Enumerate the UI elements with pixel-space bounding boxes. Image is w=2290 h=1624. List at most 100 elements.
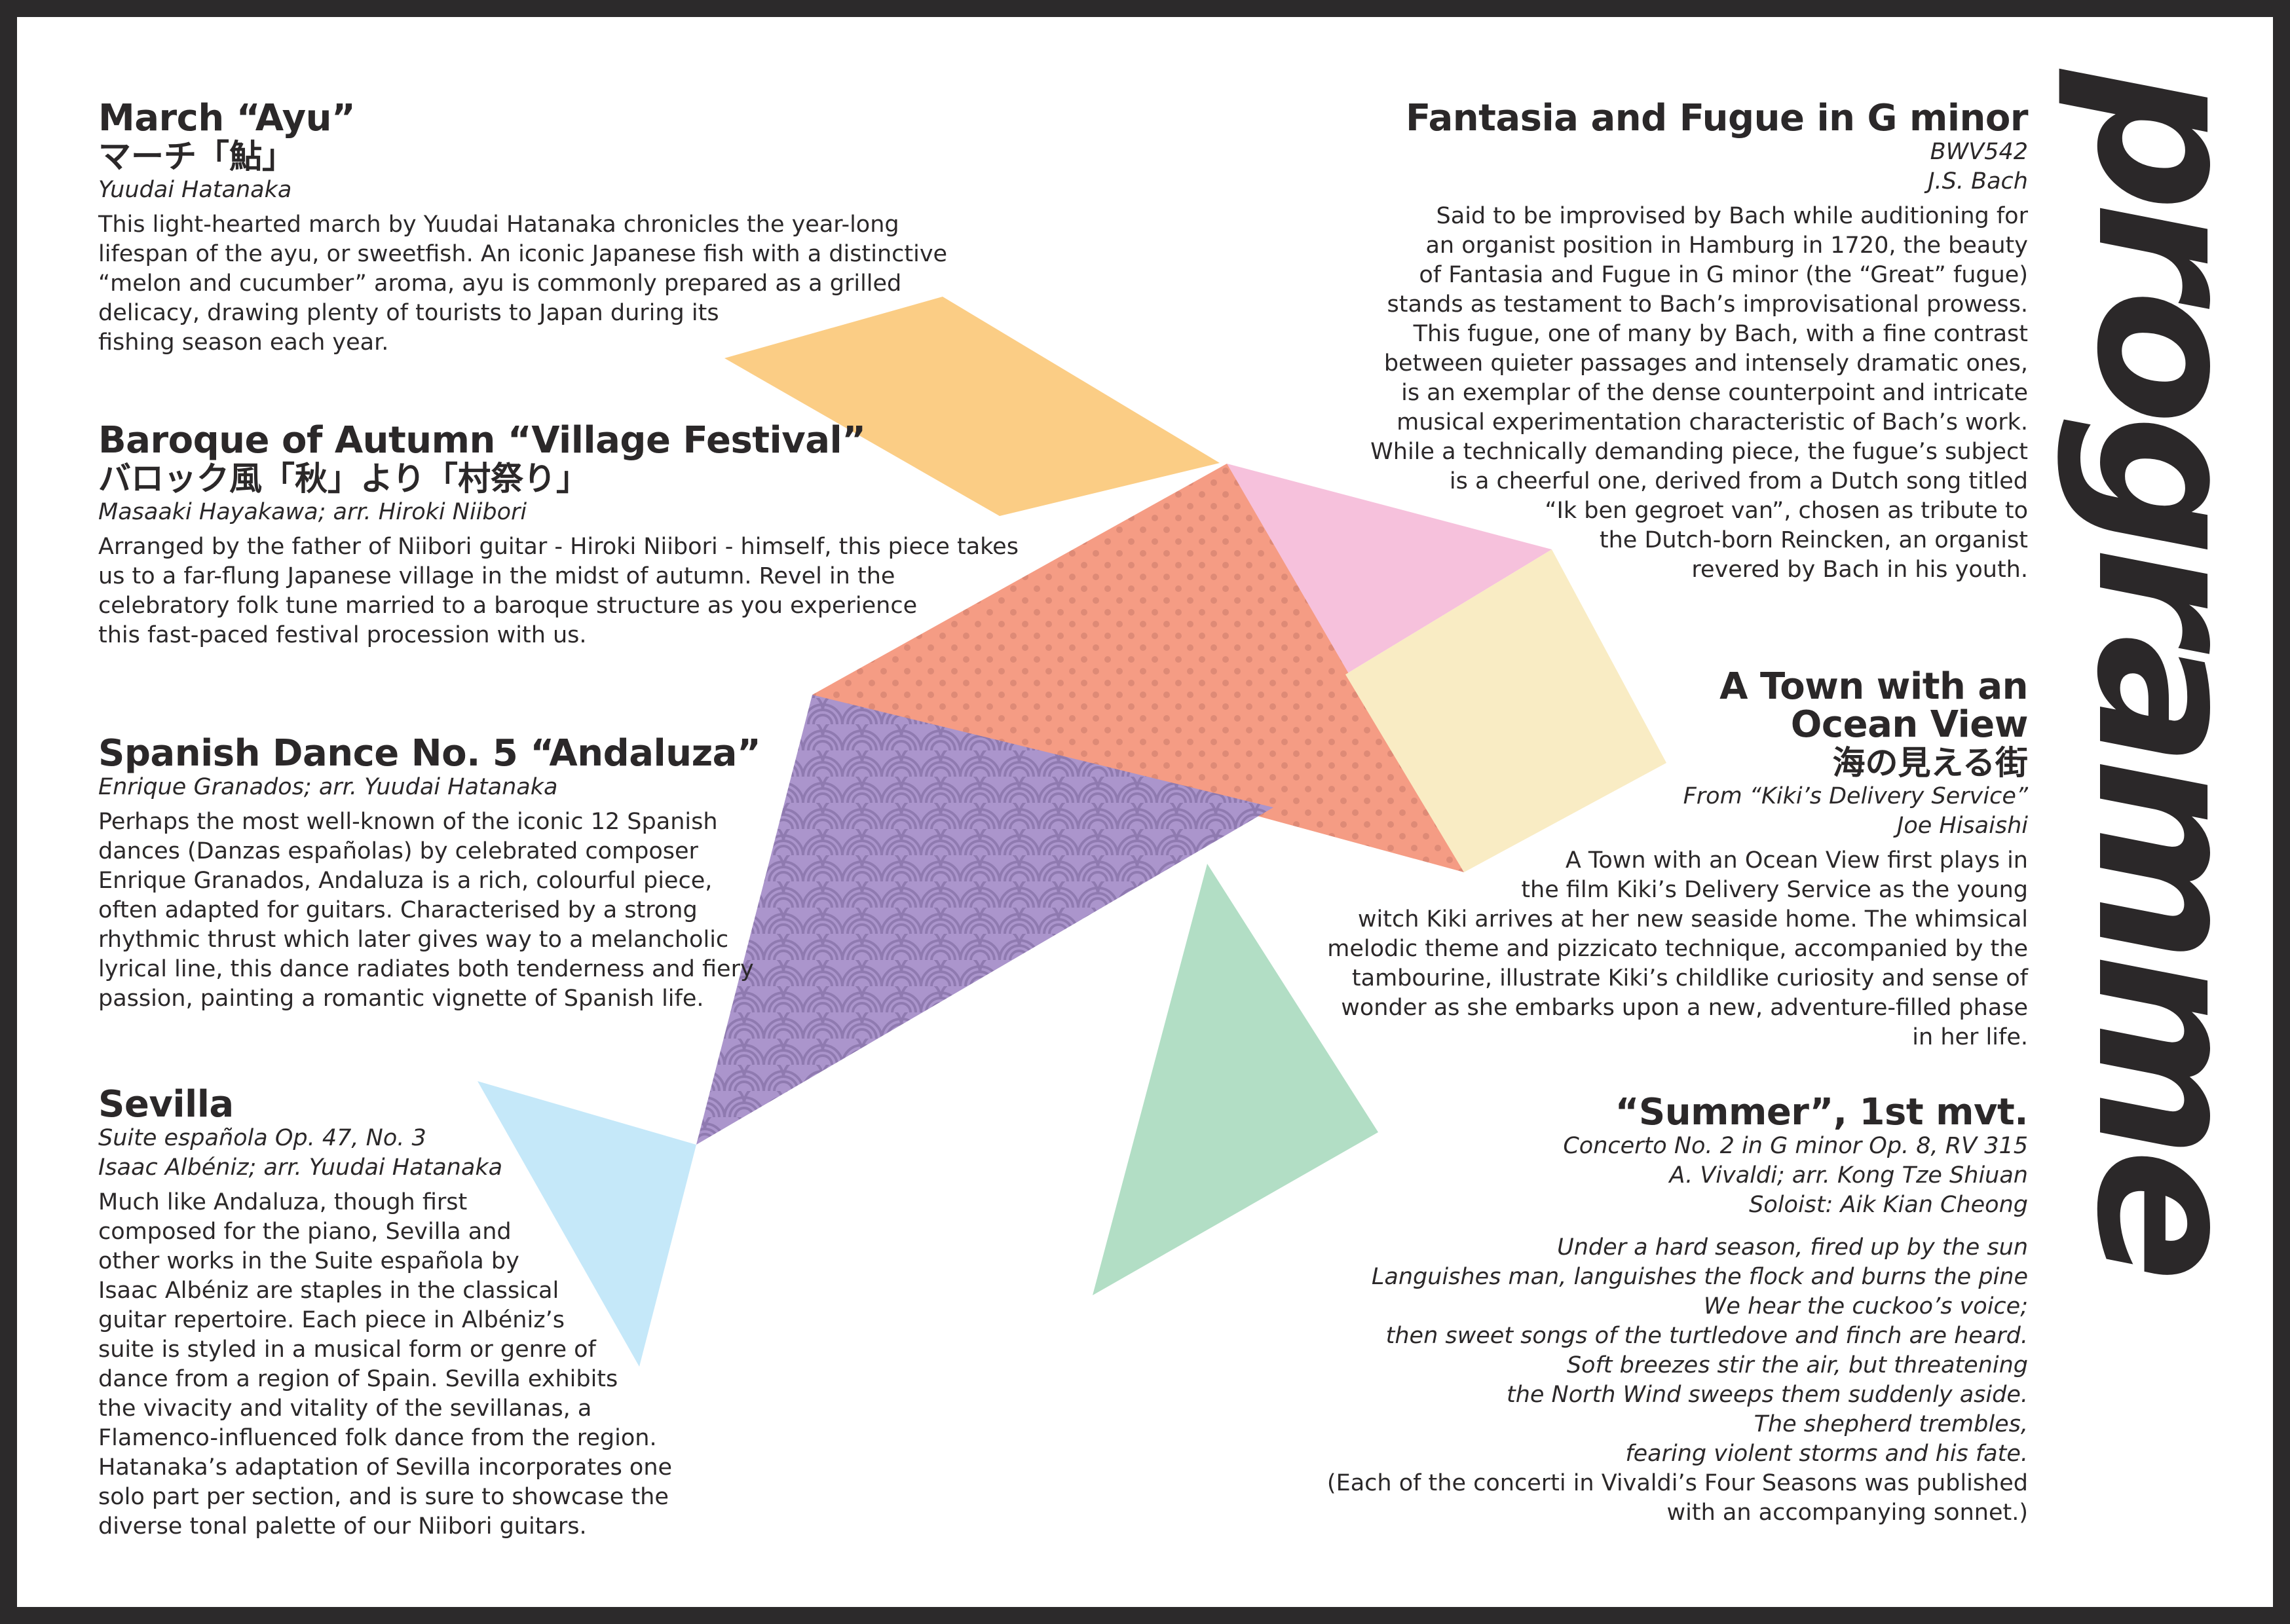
description-line: “Ik ben gegroet van”, chosen as tribute … xyxy=(1545,498,2028,524)
description-line: other works in the Suite española by xyxy=(98,1248,519,1274)
description-line: Said to be improvised by Bach while audi… xyxy=(1436,203,2028,229)
description-line: is a cheerful one, derived from a Dutch … xyxy=(1449,468,2028,494)
piece-catalogue-number: BWV542 xyxy=(1930,139,2028,165)
piece-composer: A. Vivaldi; arr. Kong Tze Shiuan xyxy=(1669,1162,2028,1189)
description-line: is an exemplar of the dense counterpoint… xyxy=(1401,380,2028,406)
piece-source: From “Kiki’s Delivery Service” xyxy=(1683,783,2028,809)
description-line: Arranged by the father of Niibori guitar… xyxy=(98,534,1019,560)
light-blue-triangle-tail xyxy=(478,1081,696,1367)
programme-page: March “Ayu” マーチ「鮎」 Yuudai Hatanaka This … xyxy=(17,17,2273,1607)
description-line: revered by Bach in his youth. xyxy=(1691,557,2028,583)
description-line: delicacy, drawing plenty of tourists to … xyxy=(98,300,719,326)
description-line: “melon and cucumber” aroma, ayu is commo… xyxy=(98,270,902,297)
purple-patterned-triangle-body xyxy=(696,695,1273,1145)
description-line: diverse tonal palette of our Niibori gui… xyxy=(98,1513,587,1540)
piece-work: Concerto No. 2 in G minor Op. 8, RV 315 xyxy=(1563,1133,2028,1159)
poem-line: fearing violent storms and his fate. xyxy=(1625,1441,2028,1467)
piece-title-line: Ocean View xyxy=(1790,703,2029,746)
description-line: rhythmic thrust which later gives way to… xyxy=(98,927,729,953)
description-line: While a technically demanding piece, the… xyxy=(1370,439,2028,465)
description-line: between quieter passages and intensely d… xyxy=(1383,350,2028,377)
piece-description: A Town with an Ocean View first plays in… xyxy=(1229,846,2028,1052)
piece-title-japanese: バロック風「秋」より「村祭り」 xyxy=(98,460,589,498)
description-line: stands as testament to Bach’s improvisat… xyxy=(1387,291,2028,318)
piece-title: March “Ayu” xyxy=(98,97,356,139)
description-line: musical experimentation characteristic o… xyxy=(1397,409,2028,435)
poem-line: Under a hard season, fired up by the sun xyxy=(1557,1234,2028,1261)
description-line: fishing season each year. xyxy=(98,329,389,356)
piece-sevilla: Sevilla Suite española Op. 47, No. 3 Isa… xyxy=(98,1086,819,1541)
description-line: This fugue, one of many by Bach, with a … xyxy=(1413,321,2028,347)
piece-composer: Masaaki Hayakawa; arr. Hiroki Niibori xyxy=(98,499,527,525)
piece-title-japanese: マーチ「鮎」 xyxy=(98,138,295,175)
piece-work: Suite española Op. 47, No. 3 xyxy=(98,1125,426,1151)
description-line: Hatanaka’s adaptation of Sevilla incorpo… xyxy=(98,1454,673,1481)
programme-heading: programme xyxy=(2054,71,2273,1274)
description-line: A Town with an Ocean View first plays in xyxy=(1565,847,2028,874)
green-triangle-fin xyxy=(1093,864,1378,1295)
piece-title: “Summer”, 1st mvt. xyxy=(1615,1091,2029,1134)
poem-line: then sweet songs of the turtledove and f… xyxy=(1385,1323,2028,1349)
piece-title: Fantasia and Fugue in G minor xyxy=(1405,97,2029,139)
description-line: witch Kiki arrives at her new seaside ho… xyxy=(1357,906,2028,932)
description-line: this fast-paced festival procession with… xyxy=(98,622,587,648)
piece-title-japanese: 海の見える街 xyxy=(1832,744,2029,782)
orange-parallelogram-fin xyxy=(724,297,1220,516)
salmon-dotted-triangle-body xyxy=(812,464,1464,872)
tangram-fish-illustration xyxy=(478,297,1666,1367)
piece-composer: Enrique Granados; arr. Yuudai Hatanaka xyxy=(98,774,558,800)
poem-line: We hear the cuckoo’s voice; xyxy=(1703,1293,2028,1320)
piece-description: Much like Andaluza, though first compose… xyxy=(98,1188,819,1541)
poem-line: the North Wind sweeps them suddenly asid… xyxy=(1506,1382,2028,1408)
sonnet-excerpt: Under a hard season, fired up by the sun… xyxy=(1229,1233,2028,1528)
piece-title: Baroque of Autumn “Village Festival” xyxy=(98,419,866,462)
piece-soloist: Soloist: Aik Kian Cheong xyxy=(1749,1192,2028,1218)
description-line: Enrique Granados, Andaluza is a rich, co… xyxy=(98,868,713,894)
description-line: us to a far-flung Japanese village in th… xyxy=(98,563,895,589)
description-line: passion, painting a romantic vignette of… xyxy=(98,986,704,1012)
programme-wordmark: programme xyxy=(2054,70,2273,1274)
description-line: tambourine, illustrate Kiki’s childlike … xyxy=(1351,965,2028,991)
piece-a-town-with-an-ocean-view: A Town with an Ocean View 海の見える街 From “K… xyxy=(1229,668,2028,1052)
description-line: an organist position in Hamburg in 1720,… xyxy=(1425,232,2028,259)
pink-triangle-fin xyxy=(1227,464,1552,674)
description-line: wonder as she embarks upon a new, advent… xyxy=(1341,995,2028,1021)
description-line: melodic theme and pizzicato technique, a… xyxy=(1327,936,2028,962)
sonnet-note-line: with an accompanying sonnet.) xyxy=(1666,1500,2028,1526)
cream-square-head xyxy=(1345,549,1666,872)
description-line: This light-hearted march by Yuudai Hatan… xyxy=(98,212,899,238)
poem-line: Languishes man, languishes the flock and… xyxy=(1371,1264,2028,1290)
piece-spanish-dance-andaluza: Spanish Dance No. 5 “Andaluza” Enrique G… xyxy=(98,735,884,1014)
description-line: the film Kiki’s Delivery Service as the … xyxy=(1521,877,2028,903)
description-line: guitar repertoire. Each piece in Albéniz… xyxy=(98,1307,565,1333)
poem-line: Soft breezes stir the air, but threateni… xyxy=(1566,1352,2028,1378)
piece-composer: Joe Hisaishi xyxy=(1897,813,2028,839)
description-line: Flamenco-influenced folk dance from the … xyxy=(98,1425,657,1451)
description-line: lifespan of the ayu, or sweetfish. An ic… xyxy=(98,241,948,267)
piece-march-ayu: March “Ayu” マーチ「鮎」 Yuudai Hatanaka This … xyxy=(98,100,1015,358)
sonnet-note-line: (Each of the concerti in Vivaldi’s Four … xyxy=(1326,1470,2028,1496)
description-line: in her life. xyxy=(1912,1024,2028,1050)
piece-composer: Yuudai Hatanaka xyxy=(98,177,292,203)
description-line: the vivacity and vitality of the sevilla… xyxy=(98,1395,592,1422)
description-line: Much like Andaluza, though first xyxy=(98,1189,468,1215)
description-line: composed for the piano, Sevilla and xyxy=(98,1219,512,1245)
piece-composer: Isaac Albéniz; arr. Yuudai Hatanaka xyxy=(98,1154,503,1181)
piece-baroque-of-autumn: Baroque of Autumn “Village Festival” バロッ… xyxy=(98,422,1120,650)
description-line: lyrical line, this dance radiates both t… xyxy=(98,956,754,982)
piece-title-line: A Town with an xyxy=(1719,665,2028,708)
description-line: dance from a region of Spain. Sevilla ex… xyxy=(98,1366,618,1392)
description-line: often adapted for guitars. Characterised… xyxy=(98,897,698,923)
piece-composer: J.S. Bach xyxy=(1928,168,2028,194)
piece-description: This light-hearted march by Yuudai Hatan… xyxy=(98,210,1015,358)
piece-summer-vivaldi: “Summer”, 1st mvt. Concerto No. 2 in G m… xyxy=(1229,1091,2029,1528)
description-line: solo part per section, and is sure to sh… xyxy=(98,1484,669,1510)
poem-line: The shepherd trembles, xyxy=(1754,1411,2028,1437)
description-line: Isaac Albéniz are staples in the classic… xyxy=(98,1278,559,1304)
piece-description: Perhaps the most well-known of the iconi… xyxy=(98,807,884,1014)
piece-description: Said to be improvised by Bach while audi… xyxy=(1229,202,2028,585)
piece-description: Arranged by the father of Niibori guitar… xyxy=(98,532,1120,650)
description-line: dances (Danzas españolas) by celebrated … xyxy=(98,838,698,864)
piece-fantasia-and-fugue: Fantasia and Fugue in G minor BWV542 J.S… xyxy=(1229,100,2028,585)
piece-title: Sevilla xyxy=(98,1083,234,1126)
